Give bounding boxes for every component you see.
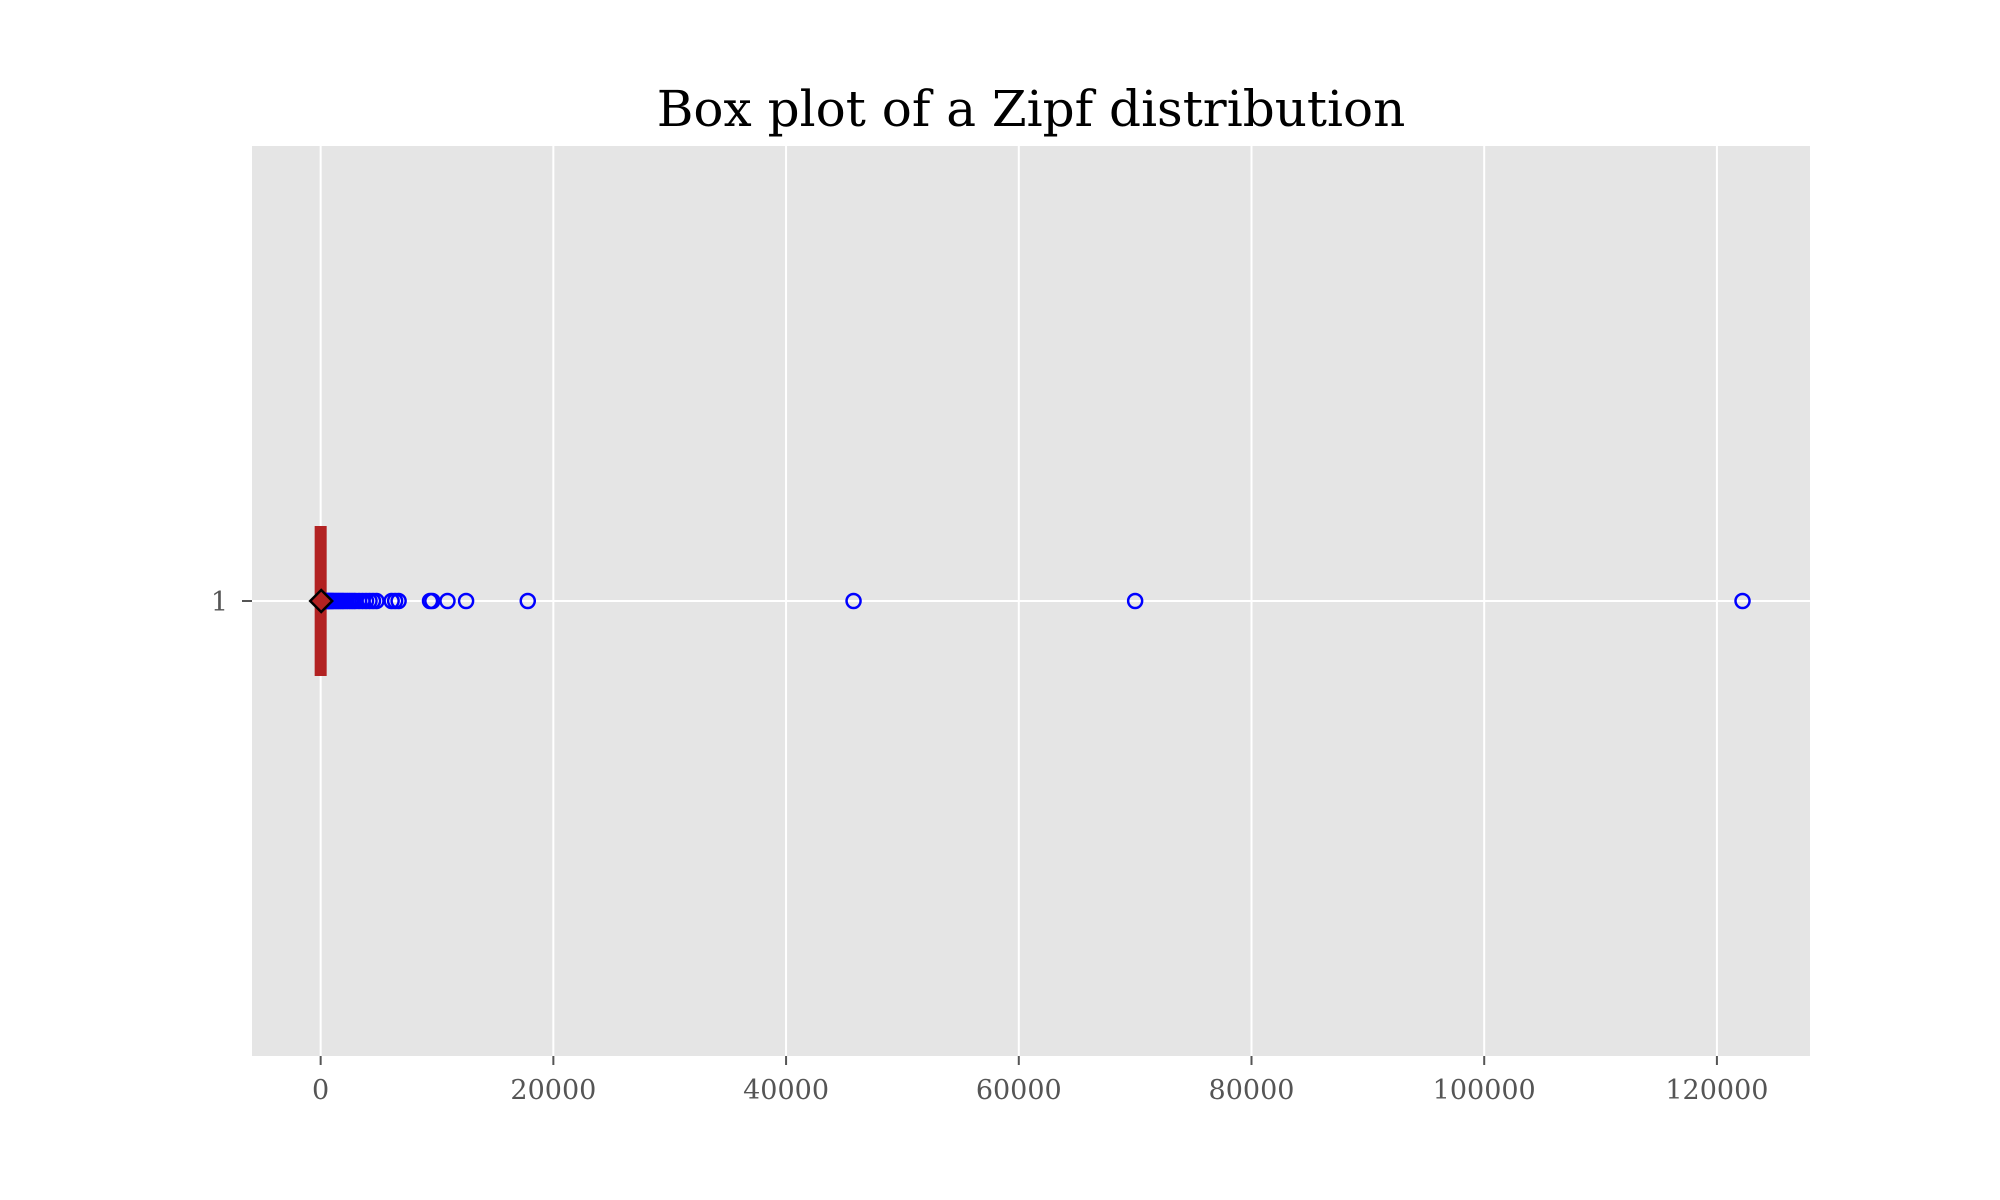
mean-marker-group [308, 588, 334, 614]
outlier-point-47 [1734, 592, 1751, 610]
x-tick-label-0: 0 [312, 1075, 329, 1106]
chart-title: Box plot of a Zipf distribution [657, 80, 1406, 138]
x-tick-label-2: 40000 [743, 1075, 829, 1106]
axes: 0 20000 40000 60000 80000 100000 120000 1 [211, 587, 1769, 1106]
x-tick-label-6: 120000 [1665, 1075, 1768, 1106]
outlier-point-43 [457, 592, 475, 610]
x-tick-label-1: 20000 [510, 1075, 596, 1106]
outlier-point-44 [519, 592, 537, 610]
x-tick-label-3: 60000 [976, 1075, 1062, 1106]
outlier-point-46 [1126, 592, 1144, 610]
x-tick-label-5: 100000 [1433, 1075, 1536, 1106]
outlier-point-45 [845, 592, 862, 610]
outlier-point-42 [439, 592, 456, 610]
grid-lines [252, 146, 1810, 1056]
x-tick-label-4: 80000 [1209, 1075, 1295, 1106]
mean-marker-0 [308, 588, 334, 614]
outlier-point-39 [390, 592, 407, 610]
y-tick-label-0: 1 [211, 587, 228, 618]
